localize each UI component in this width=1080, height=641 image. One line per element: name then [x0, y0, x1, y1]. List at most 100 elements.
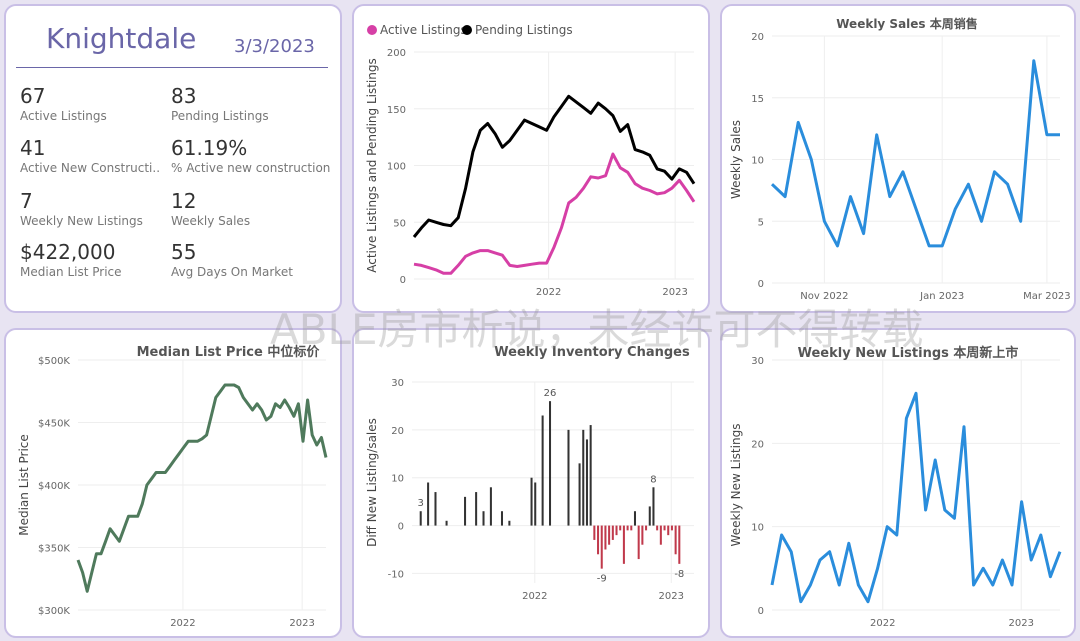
- y-tick-label: 200: [387, 48, 406, 59]
- kpi-label: Median List Price: [20, 265, 122, 279]
- data-label: 3: [418, 498, 424, 509]
- legend-label-pending: Pending Listings: [475, 23, 573, 37]
- y-tick-label: $400K: [38, 481, 70, 492]
- x-tick-label: 2022: [536, 287, 561, 298]
- y-axis-label: Weekly Sales: [729, 120, 743, 199]
- y-tick-label: -10: [388, 569, 404, 580]
- x-tick-label: Jan 2023: [919, 291, 964, 302]
- kpi-label: Pending Listings: [171, 109, 269, 123]
- series-line-1: [770, 391, 1062, 604]
- listings-chart-card: 0 50 100 150 200 2022 2023 Active Listings and …: [352, 4, 710, 313]
- y-tick-label: 5: [758, 217, 764, 228]
- bar: [678, 525, 681, 564]
- data-label: -8: [674, 569, 684, 580]
- x-tick-label: 2023: [1009, 618, 1034, 629]
- y-tick-label: 20: [751, 439, 764, 450]
- x-tick-label: 2022: [522, 591, 547, 602]
- bar: [489, 487, 492, 526]
- x-tick-label: 2023: [289, 618, 314, 629]
- new-listings-chart: 0 10 20 30 2022 2023 Weekly New Listings Weekly…: [729, 345, 1062, 629]
- y-tick-label: 100: [387, 162, 406, 173]
- series-line-1: [413, 152, 696, 275]
- x-tick-label: 2022: [170, 618, 195, 629]
- y-tick-label: 20: [751, 32, 764, 43]
- bar: [578, 463, 581, 526]
- bar: [667, 525, 670, 536]
- x-tick-label: 2023: [662, 287, 687, 298]
- series-line-1: [770, 59, 1060, 248]
- bar: [534, 482, 537, 526]
- bar: [652, 487, 655, 526]
- chart-title: Weekly Sales 本周销售: [836, 16, 978, 31]
- bar: [549, 401, 552, 526]
- bar: [622, 525, 625, 564]
- bar: [419, 511, 422, 526]
- x-tick-label: 2023: [659, 591, 684, 602]
- legend-marker-pending: [462, 25, 472, 35]
- median-price-chart-card: $300K $350K $400K $450K $500K 2022 2023 Median …: [4, 328, 342, 638]
- report-date: 3/3/2023: [234, 36, 315, 57]
- kpi-label: Active Listings: [20, 109, 107, 123]
- legend-label-active: Active Listings: [380, 23, 467, 37]
- y-axis-label: Median List Price: [17, 434, 31, 536]
- kpi-weekly-new-listings: 7 Weekly New Listings: [20, 189, 143, 229]
- y-tick-label: 0: [400, 275, 406, 286]
- kpi-label: Weekly New Listings: [20, 214, 143, 228]
- y-tick-label: $500K: [38, 356, 70, 367]
- legend-marker-active: [367, 25, 377, 35]
- kpi-value: 67: [20, 84, 46, 108]
- y-tick-label: 10: [391, 474, 404, 485]
- bar: [648, 506, 651, 526]
- kpi-label: % Active new constructions: [171, 161, 331, 175]
- bar: [615, 525, 618, 536]
- y-tick-label: 50: [393, 218, 406, 229]
- bar: [641, 525, 644, 545]
- kpi-value: $422,000: [20, 240, 116, 264]
- bar: [500, 511, 504, 526]
- y-tick-label: $350K: [38, 544, 70, 555]
- kpi-value: 55: [171, 240, 197, 264]
- y-axis-label: Diff New Listing/sales: [365, 418, 379, 547]
- kpi-value: 7: [20, 189, 33, 213]
- bar: [427, 482, 430, 526]
- kpi-pending-listings: 83 Pending Listings: [171, 84, 269, 124]
- y-tick-label: 20: [391, 426, 404, 437]
- y-tick-label: 150: [387, 105, 406, 116]
- y-tick-label: 30: [751, 356, 764, 367]
- data-label: -9: [597, 574, 607, 585]
- y-tick-label: 15: [751, 94, 764, 105]
- y-tick-label: 0: [398, 522, 404, 533]
- bar: [670, 525, 673, 531]
- bar: [475, 492, 478, 526]
- kpi-label: Active New Constructi...: [20, 161, 160, 175]
- kpi-card: Knightdale 3/3/2023 67 Active Listings 8…: [4, 4, 342, 313]
- kpi-avg-days-on-market: 55 Avg Days On Market: [171, 240, 293, 280]
- kpi-value: 12: [171, 189, 197, 213]
- kpi-value: 61.19%: [171, 136, 248, 160]
- y-axis-label: Active Listings and Pending Listings: [365, 58, 379, 273]
- y-tick-label: $450K: [38, 419, 70, 430]
- y-axis-label: Weekly New Listings: [729, 424, 743, 547]
- bar: [633, 511, 637, 526]
- bar: [630, 525, 633, 531]
- bar: [597, 525, 600, 555]
- kpi-median-list-price: $422,000 Median List Price: [20, 240, 122, 280]
- bar: [604, 525, 607, 550]
- bar: [482, 511, 485, 526]
- bar: [608, 525, 611, 545]
- bar: [645, 525, 648, 531]
- y-tick-label: 0: [758, 606, 764, 617]
- median-price-chart: $300K $350K $400K $450K $500K 2022 2023 Median …: [17, 344, 328, 629]
- kpi-value: 83: [171, 84, 197, 108]
- town-name: Knightdale: [46, 22, 197, 55]
- bar: [567, 429, 570, 526]
- data-label: 8: [650, 474, 656, 485]
- bar: [656, 525, 659, 531]
- bar: [626, 525, 629, 531]
- y-tick-label: 0: [758, 279, 764, 290]
- weekly-sales-chart: 0 5 10 15 20 Nov 2022 Jan 2023 Mar 2023 Weekly S…: [729, 16, 1071, 302]
- series-line-1: [76, 383, 328, 593]
- chart-title: Weekly New Listings 本周新上市: [798, 345, 1019, 361]
- bar: [619, 525, 622, 531]
- x-tick-label: Nov 2022: [800, 291, 848, 302]
